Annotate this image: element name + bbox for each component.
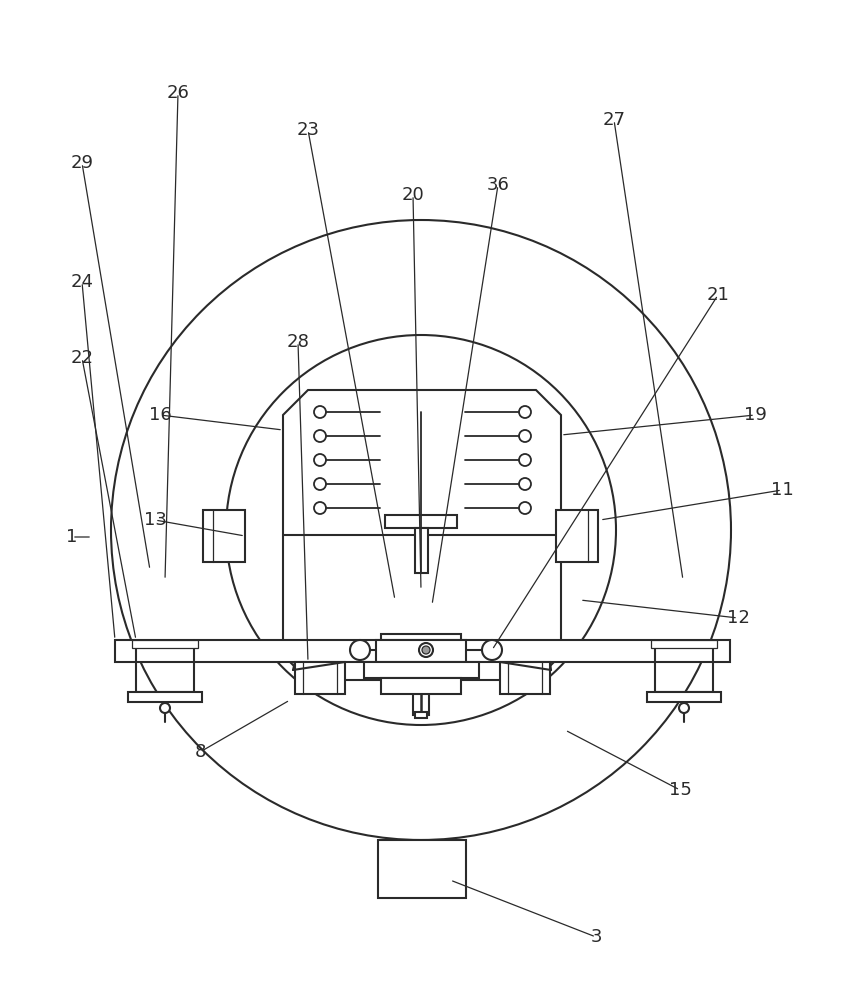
Circle shape <box>422 646 430 654</box>
Circle shape <box>519 502 531 514</box>
Bar <box>415 712 427 718</box>
Bar <box>364 662 479 678</box>
Bar <box>415 528 428 573</box>
Bar <box>647 692 721 702</box>
Circle shape <box>679 703 689 713</box>
Bar <box>500 662 550 694</box>
Circle shape <box>160 703 170 713</box>
Bar <box>128 692 202 702</box>
Circle shape <box>314 502 326 514</box>
Text: 21: 21 <box>706 286 729 304</box>
Bar <box>381 678 461 694</box>
Bar <box>115 640 730 662</box>
Bar <box>376 640 466 662</box>
Text: 19: 19 <box>744 406 766 424</box>
Text: 8: 8 <box>195 743 206 761</box>
Text: 23: 23 <box>297 121 319 139</box>
Text: 16: 16 <box>148 406 171 424</box>
Circle shape <box>314 430 326 442</box>
Text: 12: 12 <box>727 609 749 627</box>
Circle shape <box>314 454 326 466</box>
Bar <box>651 640 717 648</box>
Circle shape <box>519 454 531 466</box>
Text: 36: 36 <box>486 176 509 194</box>
Text: 1: 1 <box>67 528 78 546</box>
Circle shape <box>314 478 326 490</box>
Text: 3: 3 <box>590 928 602 946</box>
Circle shape <box>519 478 531 490</box>
Bar <box>378 840 466 898</box>
Polygon shape <box>283 390 561 680</box>
Bar <box>203 510 245 562</box>
Circle shape <box>519 406 531 418</box>
Circle shape <box>350 640 370 660</box>
Circle shape <box>419 643 433 657</box>
Bar <box>295 662 345 694</box>
Text: 24: 24 <box>71 273 94 291</box>
Text: 29: 29 <box>71 154 94 172</box>
Bar <box>132 640 198 648</box>
Circle shape <box>482 640 502 660</box>
Text: 28: 28 <box>287 333 309 351</box>
Bar <box>413 650 429 715</box>
Text: 13: 13 <box>143 511 166 529</box>
Bar <box>556 510 598 562</box>
Circle shape <box>519 430 531 442</box>
Text: 22: 22 <box>71 349 94 367</box>
Bar <box>385 515 457 528</box>
Text: 27: 27 <box>603 111 626 129</box>
Bar <box>381 634 461 650</box>
Text: 20: 20 <box>401 186 424 204</box>
Text: 26: 26 <box>167 84 190 102</box>
Circle shape <box>314 406 326 418</box>
Text: 15: 15 <box>668 781 691 799</box>
Text: 11: 11 <box>771 481 793 499</box>
